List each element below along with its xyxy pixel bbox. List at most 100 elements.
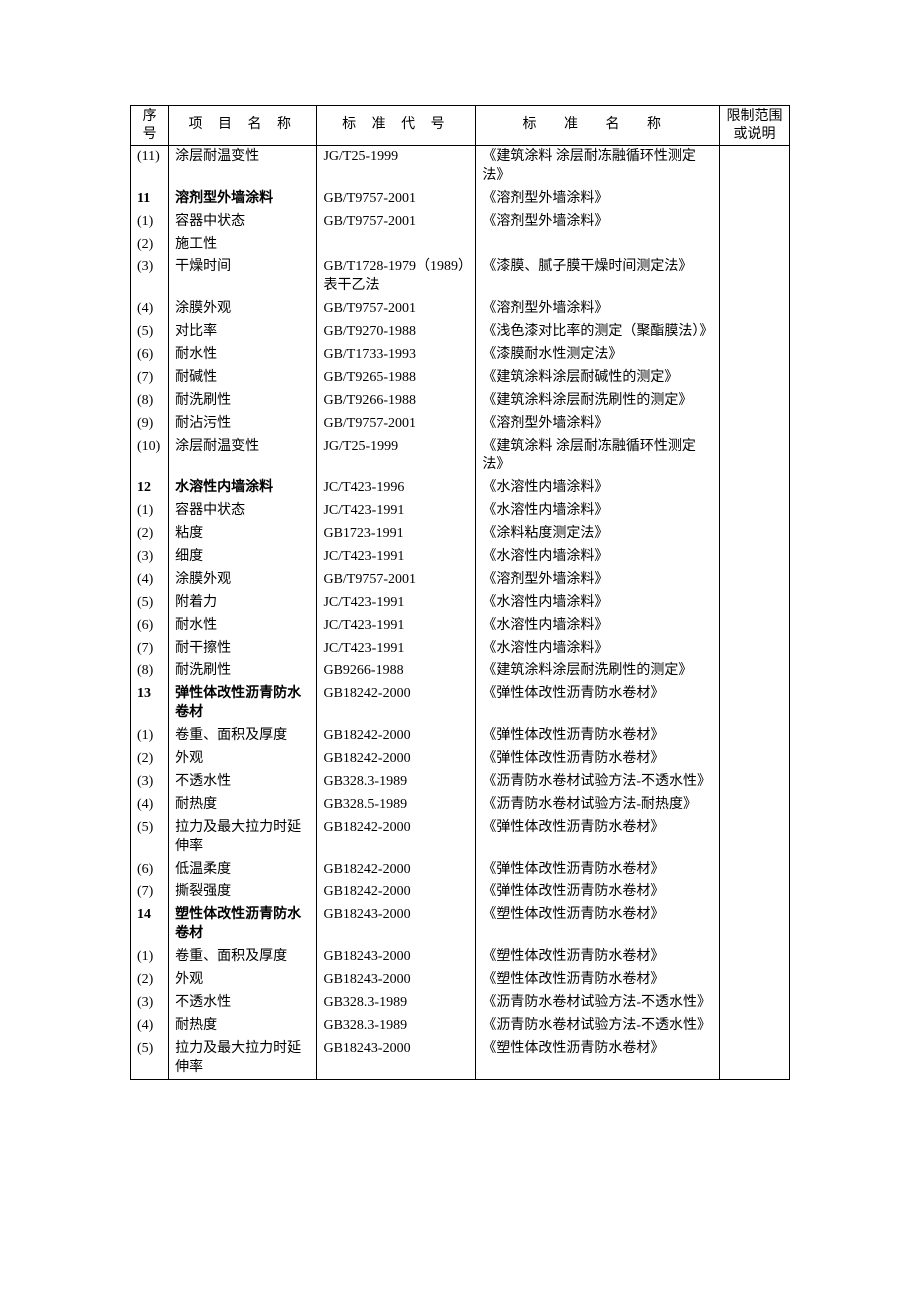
cell-code: GB18243-2000 [317, 969, 476, 992]
cell-name: 拉力及最大拉力时延伸率 [169, 1038, 317, 1080]
cell-std: 《弹性体改性沥青防水卷材》 [476, 748, 720, 771]
table-row: (5)附着力JC/T423-1991《水溶性内墙涂料》 [131, 592, 790, 615]
cell-code: JC/T423-1991 [317, 638, 476, 661]
table-header-row: 序号 项 目 名 称 标 准 代 号 标 准 名 称 限制范围或说明 [131, 106, 790, 146]
cell-idx: (1) [131, 725, 169, 748]
table-body: (11)涂层耐温变性JG/T25-1999《建筑涂料 涂层耐冻融循环性测定法》1… [131, 146, 790, 1080]
cell-name: 撕裂强度 [169, 881, 317, 904]
cell-code: GB/T9757-2001 [317, 298, 476, 321]
cell-code: GB/T9757-2001 [317, 413, 476, 436]
cell-std: 《水溶性内墙涂料》 [476, 615, 720, 638]
cell-std: 《塑性体改性沥青防水卷材》 [476, 1038, 720, 1080]
cell-name: 不透水性 [169, 771, 317, 794]
cell-code: GB18242-2000 [317, 748, 476, 771]
table-row: 14塑性体改性沥青防水卷材GB18243-2000《塑性体改性沥青防水卷材》 [131, 904, 790, 946]
cell-name: 耐水性 [169, 615, 317, 638]
table-row: (7)耐干擦性JC/T423-1991《水溶性内墙涂料》 [131, 638, 790, 661]
cell-note [720, 794, 790, 817]
cell-code: JC/T423-1996 [317, 477, 476, 500]
cell-std: 《弹性体改性沥青防水卷材》 [476, 817, 720, 859]
table-row: (3)干燥时间GB/T1728-1979（1989）表干乙法《漆膜、腻子膜干燥时… [131, 256, 790, 298]
cell-code: GB/T1733-1993 [317, 344, 476, 367]
cell-code: GB18242-2000 [317, 817, 476, 859]
cell-note [720, 256, 790, 298]
cell-code: GB328.5-1989 [317, 794, 476, 817]
cell-std: 《沥青防水卷材试验方法-不透水性》 [476, 771, 720, 794]
cell-idx: 12 [131, 477, 169, 500]
cell-code: GB/T9757-2001 [317, 188, 476, 211]
cell-code: GB18242-2000 [317, 683, 476, 725]
cell-code: GB18242-2000 [317, 881, 476, 904]
cell-idx: (5) [131, 592, 169, 615]
table-row: (5)对比率GB/T9270-1988《浅色漆对比率的测定（聚酯膜法）》 [131, 321, 790, 344]
cell-note [720, 904, 790, 946]
cell-code: GB/T9270-1988 [317, 321, 476, 344]
cell-code [317, 234, 476, 257]
table-row: (9)耐沾污性GB/T9757-2001《溶剂型外墙涂料》 [131, 413, 790, 436]
cell-name: 涂膜外观 [169, 298, 317, 321]
cell-name: 附着力 [169, 592, 317, 615]
cell-note [720, 436, 790, 478]
cell-code: GB/T9757-2001 [317, 211, 476, 234]
cell-name: 外观 [169, 969, 317, 992]
cell-note [720, 477, 790, 500]
cell-note [720, 146, 790, 188]
cell-std: 《建筑涂料涂层耐洗刷性的测定》 [476, 660, 720, 683]
table-row: (4)耐热度GB328.5-1989《沥青防水卷材试验方法-耐热度》 [131, 794, 790, 817]
cell-name: 涂层耐温变性 [169, 436, 317, 478]
cell-idx: (5) [131, 1038, 169, 1080]
header-code: 标 准 代 号 [317, 106, 476, 146]
table-row: (8)耐洗刷性GB9266-1988《建筑涂料涂层耐洗刷性的测定》 [131, 660, 790, 683]
cell-name: 施工性 [169, 234, 317, 257]
table-row: (3)不透水性GB328.3-1989《沥青防水卷材试验方法-不透水性》 [131, 992, 790, 1015]
cell-name: 耐热度 [169, 794, 317, 817]
cell-code: GB18243-2000 [317, 1038, 476, 1080]
table-row: (4)涂膜外观GB/T9757-2001《溶剂型外墙涂料》 [131, 298, 790, 321]
cell-std: 《溶剂型外墙涂料》 [476, 298, 720, 321]
cell-idx: (4) [131, 1015, 169, 1038]
cell-note [720, 321, 790, 344]
table-row: (7)耐碱性GB/T9265-1988《建筑涂料涂层耐碱性的测定》 [131, 367, 790, 390]
cell-note [720, 367, 790, 390]
cell-std: 《沥青防水卷材试验方法-不透水性》 [476, 1015, 720, 1038]
cell-std: 《沥青防水卷材试验方法-不透水性》 [476, 992, 720, 1015]
table-row: (3)不透水性GB328.3-1989《沥青防水卷材试验方法-不透水性》 [131, 771, 790, 794]
cell-name: 细度 [169, 546, 317, 569]
cell-note [720, 344, 790, 367]
cell-idx: (6) [131, 859, 169, 882]
cell-note [720, 569, 790, 592]
cell-idx: (3) [131, 992, 169, 1015]
cell-code: GB9266-1988 [317, 660, 476, 683]
standards-table: 序号 项 目 名 称 标 准 代 号 标 准 名 称 限制范围或说明 (11)涂… [130, 105, 790, 1080]
cell-note [720, 390, 790, 413]
cell-std: 《溶剂型外墙涂料》 [476, 569, 720, 592]
cell-idx: (7) [131, 367, 169, 390]
table-row: (2)施工性 [131, 234, 790, 257]
table-row: (6)耐水性JC/T423-1991《水溶性内墙涂料》 [131, 615, 790, 638]
cell-note [720, 660, 790, 683]
cell-name: 卷重、面积及厚度 [169, 725, 317, 748]
cell-std: 《建筑涂料 涂层耐冻融循环性测定法》 [476, 146, 720, 188]
header-note: 限制范围或说明 [720, 106, 790, 146]
cell-std: 《涂料粘度测定法》 [476, 523, 720, 546]
cell-note [720, 615, 790, 638]
cell-code: JC/T423-1991 [317, 546, 476, 569]
cell-name: 卷重、面积及厚度 [169, 946, 317, 969]
cell-idx: (3) [131, 256, 169, 298]
cell-note [720, 992, 790, 1015]
cell-name: 低温柔度 [169, 859, 317, 882]
cell-std: 《弹性体改性沥青防水卷材》 [476, 683, 720, 725]
cell-code: GB328.3-1989 [317, 1015, 476, 1038]
header-name: 项 目 名 称 [169, 106, 317, 146]
cell-note [720, 859, 790, 882]
cell-std: 《水溶性内墙涂料》 [476, 592, 720, 615]
cell-note [720, 413, 790, 436]
table-row: (2)外观GB18242-2000《弹性体改性沥青防水卷材》 [131, 748, 790, 771]
cell-note [720, 638, 790, 661]
cell-name: 水溶性内墙涂料 [169, 477, 317, 500]
table-row: (2)外观GB18243-2000《塑性体改性沥青防水卷材》 [131, 969, 790, 992]
header-std: 标 准 名 称 [476, 106, 720, 146]
cell-note [720, 771, 790, 794]
table-row: (1)卷重、面积及厚度GB18242-2000《弹性体改性沥青防水卷材》 [131, 725, 790, 748]
cell-idx: (1) [131, 500, 169, 523]
